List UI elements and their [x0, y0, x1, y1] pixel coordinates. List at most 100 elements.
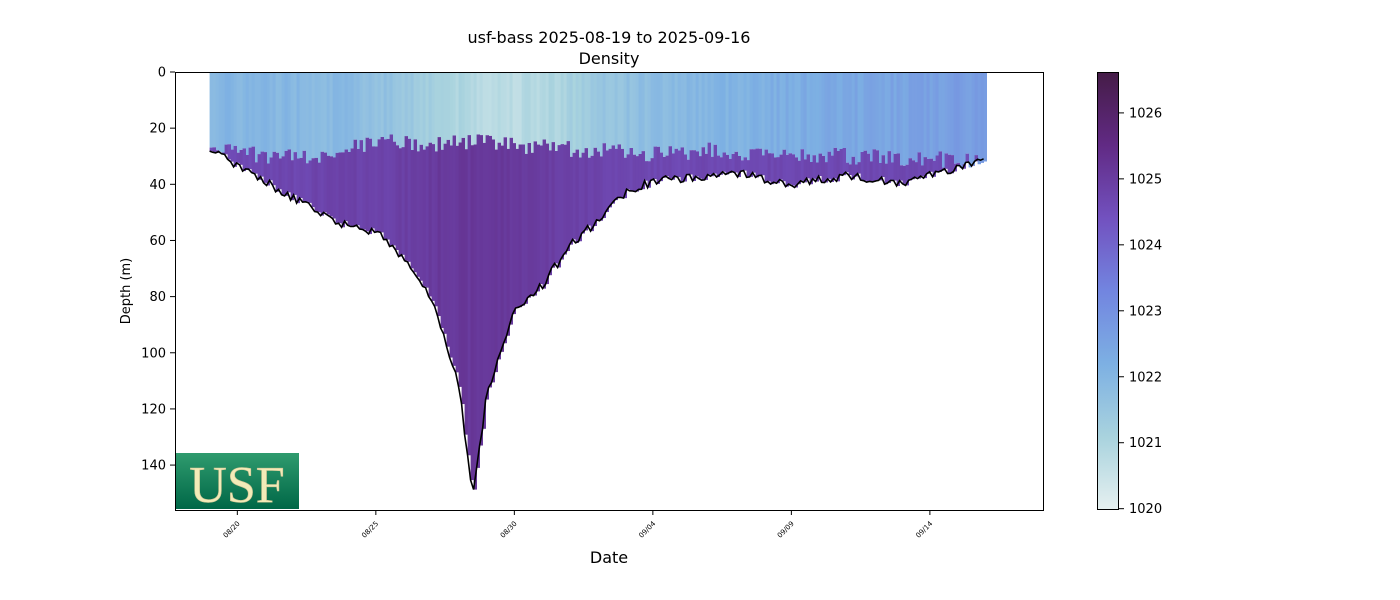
heatmap-cell-surface — [368, 73, 372, 139]
heatmap-cell-deep — [404, 136, 408, 261]
heatmap-cell-deep — [863, 150, 867, 181]
heatmap-cell-surface — [767, 73, 771, 154]
heatmap-cell-deep — [689, 150, 693, 175]
heatmap-cell-surface — [371, 73, 375, 147]
heatmap-cell-surface — [803, 73, 807, 160]
heatmap-cell-deep — [719, 157, 723, 175]
heatmap-cell-deep — [917, 152, 921, 179]
heatmap-cell-surface — [209, 73, 213, 148]
heatmap-cell-deep — [263, 152, 267, 183]
heatmap-cell-deep — [467, 135, 471, 456]
heatmap-cell-surface — [626, 73, 630, 155]
heatmap-cell-surface — [323, 73, 327, 153]
heatmap-cell-surface — [503, 73, 507, 138]
heatmap-cell-deep — [845, 162, 849, 173]
heatmap-cell-surface — [458, 73, 462, 143]
heatmap-cell-deep — [509, 137, 513, 325]
heatmap-cell-deep — [659, 152, 663, 182]
heatmap-cell-deep — [818, 153, 822, 177]
heatmap-cell-deep — [716, 155, 720, 178]
heatmap-cell-surface — [743, 73, 747, 158]
heatmap-cell-deep — [593, 147, 597, 227]
heatmap-cell-deep — [413, 139, 417, 273]
heatmap-cell-surface — [533, 73, 537, 142]
heatmap-cell-surface — [227, 73, 231, 145]
heatmap-cell-surface — [311, 73, 315, 159]
heatmap-deep-layer — [209, 134, 978, 490]
heatmap-cell-surface — [584, 73, 588, 149]
heatmap-cell-deep — [746, 160, 750, 178]
heatmap-cell-deep — [890, 162, 894, 181]
heatmap-cell-surface — [446, 73, 450, 140]
heatmap-cell-deep — [389, 134, 393, 247]
heatmap-cell-deep — [797, 160, 801, 185]
heatmap-cell-surface — [254, 73, 258, 163]
heatmap-cell-surface — [350, 73, 354, 149]
heatmap-cell-surface — [911, 73, 915, 161]
heatmap-cell-deep — [329, 156, 333, 217]
heatmap-cell-surface — [572, 73, 576, 153]
heatmap-cell-surface — [452, 73, 456, 136]
heatmap-cell-deep — [920, 165, 924, 177]
heatmap-cell-deep — [248, 147, 252, 170]
heatmap-cell-deep — [929, 158, 933, 172]
heatmap-cell-deep — [749, 149, 753, 177]
heatmap-cell-surface — [638, 73, 642, 154]
heatmap-cell-surface — [593, 73, 597, 148]
heatmap-cell-surface — [269, 73, 273, 158]
heatmap-cell-deep — [287, 149, 291, 193]
heatmap-cell-deep — [854, 164, 858, 177]
heatmap-cell-deep — [503, 137, 507, 344]
heatmap-cell-surface — [449, 73, 453, 146]
heatmap-cell-deep — [416, 151, 420, 277]
heatmap-cell-surface — [239, 73, 243, 150]
heatmap-cell-surface — [827, 73, 831, 152]
heatmap-cell-surface — [881, 73, 885, 156]
heatmap-cell-surface — [635, 73, 639, 157]
heatmap-cell-surface — [833, 73, 837, 148]
heatmap-cell-deep — [557, 145, 561, 268]
heatmap-cell-deep — [914, 162, 918, 178]
heatmap-cell-surface — [482, 73, 486, 143]
heatmap-cell-surface — [632, 73, 636, 155]
heatmap-cell-deep — [299, 157, 303, 199]
heatmap-cell-deep — [311, 158, 315, 208]
heatmap-cell-deep — [911, 160, 915, 180]
heatmap-cell-deep — [353, 139, 357, 227]
heatmap-cell-deep — [377, 139, 381, 232]
usf-logo: USF — [175, 453, 299, 514]
heatmap-cell-deep — [641, 151, 645, 190]
heatmap-cell-deep — [266, 163, 270, 186]
heatmap-cell-deep — [341, 152, 345, 228]
heatmap-cell-deep — [614, 148, 618, 201]
heatmap-cell-deep — [836, 151, 840, 182]
heatmap-cell-surface — [362, 73, 366, 152]
heatmap-cell-deep — [443, 143, 447, 334]
heatmap-cell-surface — [665, 73, 669, 156]
heatmap-cell-surface — [344, 73, 348, 150]
heatmap-cell-deep — [800, 149, 804, 181]
heatmap-cell-surface — [893, 73, 897, 154]
heatmap-cell-surface — [914, 73, 918, 163]
heatmap-cell-surface — [293, 73, 297, 153]
heatmap-cell-surface — [947, 73, 951, 155]
heatmap-cell-deep — [407, 138, 411, 262]
heatmap-cell-surface — [470, 73, 474, 146]
y-tick-label: 20 — [149, 122, 166, 137]
heatmap-cell-surface — [806, 73, 810, 155]
heatmap-cell-surface — [941, 73, 945, 168]
heatmap-cell-deep — [437, 137, 441, 317]
heatmap-cell-deep — [926, 158, 930, 174]
heatmap-cell-surface — [932, 73, 936, 161]
heatmap-cell-surface — [824, 73, 828, 163]
heatmap-cell-surface — [494, 73, 498, 150]
heatmap-cell-deep — [653, 146, 657, 180]
heatmap-cell-deep — [272, 151, 276, 186]
heatmap-cell-surface — [485, 73, 489, 136]
heatmap-cell-surface — [695, 73, 699, 152]
heatmap-cell-deep — [401, 147, 405, 255]
heatmap-cell-surface — [434, 73, 438, 152]
heatmap-cell-surface — [788, 73, 792, 154]
heatmap-cell-deep — [596, 151, 600, 220]
heatmap-cell-surface — [380, 73, 384, 138]
